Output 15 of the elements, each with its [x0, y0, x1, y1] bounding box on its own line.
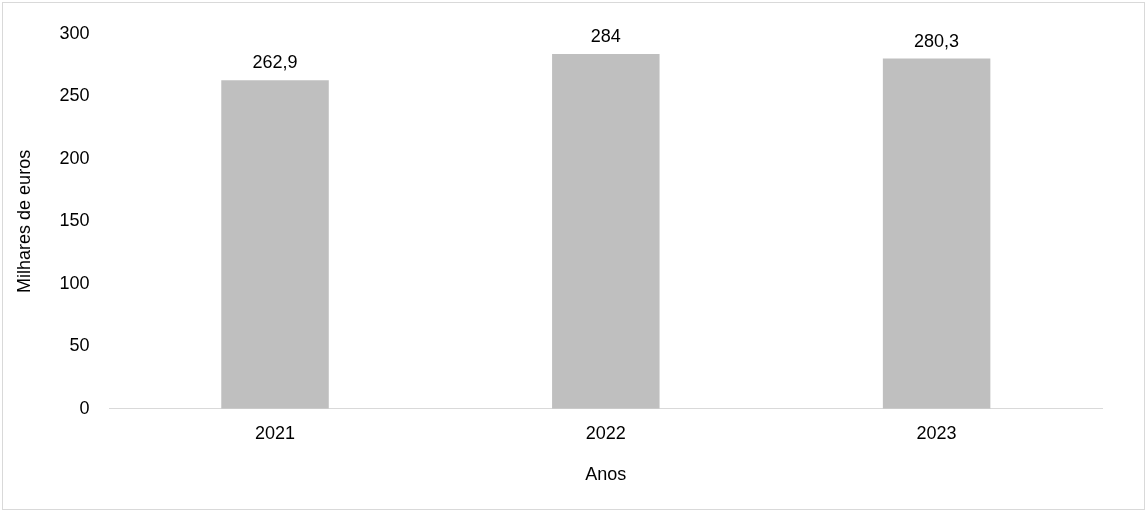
y-tick-label: 150	[59, 210, 90, 231]
data-label: 284	[590, 25, 621, 46]
x-tick-label: 2021	[255, 422, 296, 443]
x-axis-title: Anos	[585, 464, 627, 485]
y-tick-label: 50	[69, 335, 90, 356]
y-axis-title: Milhares de euros	[13, 149, 34, 293]
data-label: 262,9	[252, 52, 298, 73]
x-tick-label: 2023	[916, 422, 957, 443]
y-tick-label: 250	[59, 85, 90, 106]
y-tick-label: 200	[59, 147, 90, 168]
y-tick-label: 300	[59, 22, 90, 43]
data-label: 280,3	[914, 30, 960, 51]
y-tick-label: 0	[79, 397, 90, 418]
x-tick-label: 2022	[585, 422, 626, 443]
y-tick-label: 100	[59, 272, 90, 293]
